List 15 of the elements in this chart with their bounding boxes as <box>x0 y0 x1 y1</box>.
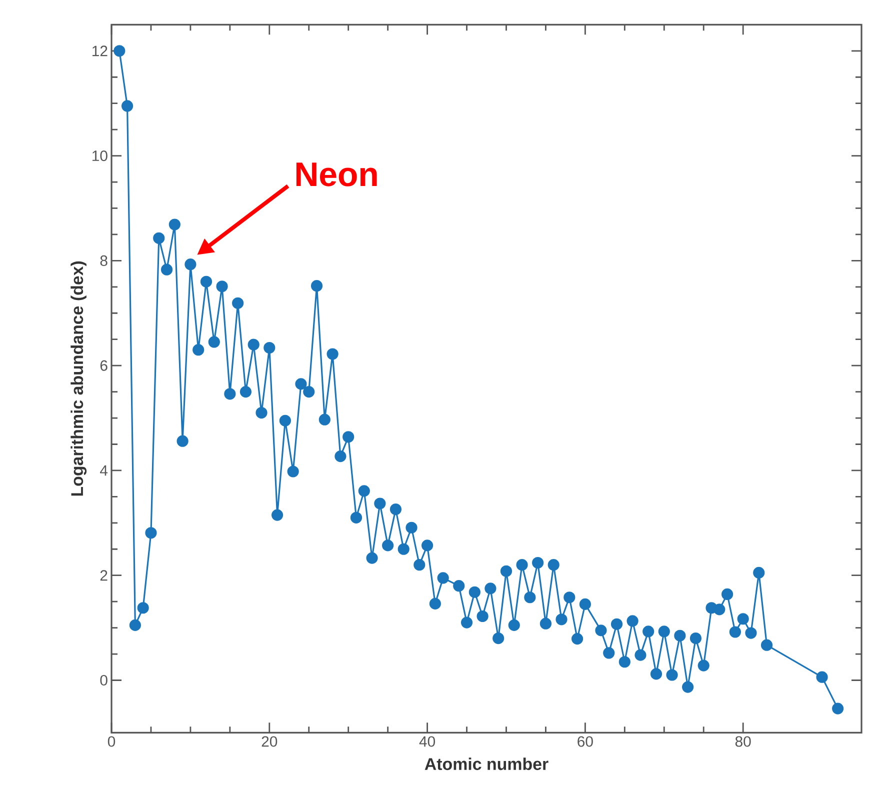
x-axis-title: Atomic number <box>424 758 548 770</box>
y-tick-label: 6 <box>100 360 108 371</box>
y-tick-label: 10 <box>92 150 108 162</box>
y-tick-label: 8 <box>100 255 108 266</box>
x-tick-label: 60 <box>578 736 593 747</box>
y-tick-label: 4 <box>100 465 108 476</box>
x-tick-label: 40 <box>419 736 436 747</box>
y-axis-title: Logarithmic abundance (dex) <box>70 261 87 496</box>
y-tick-label: 0 <box>100 674 108 686</box>
x-tick-label: 80 <box>735 736 751 747</box>
y-tick-label: 2 <box>100 570 108 581</box>
x-tick-label: 20 <box>262 736 278 747</box>
y-tick-label: 12 <box>92 46 108 56</box>
x-tick-label: 0 <box>108 736 116 747</box>
annotation: Neon <box>296 162 377 186</box>
